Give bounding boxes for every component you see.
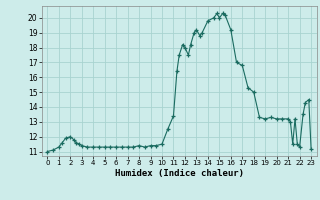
X-axis label: Humidex (Indice chaleur): Humidex (Indice chaleur)	[115, 169, 244, 178]
